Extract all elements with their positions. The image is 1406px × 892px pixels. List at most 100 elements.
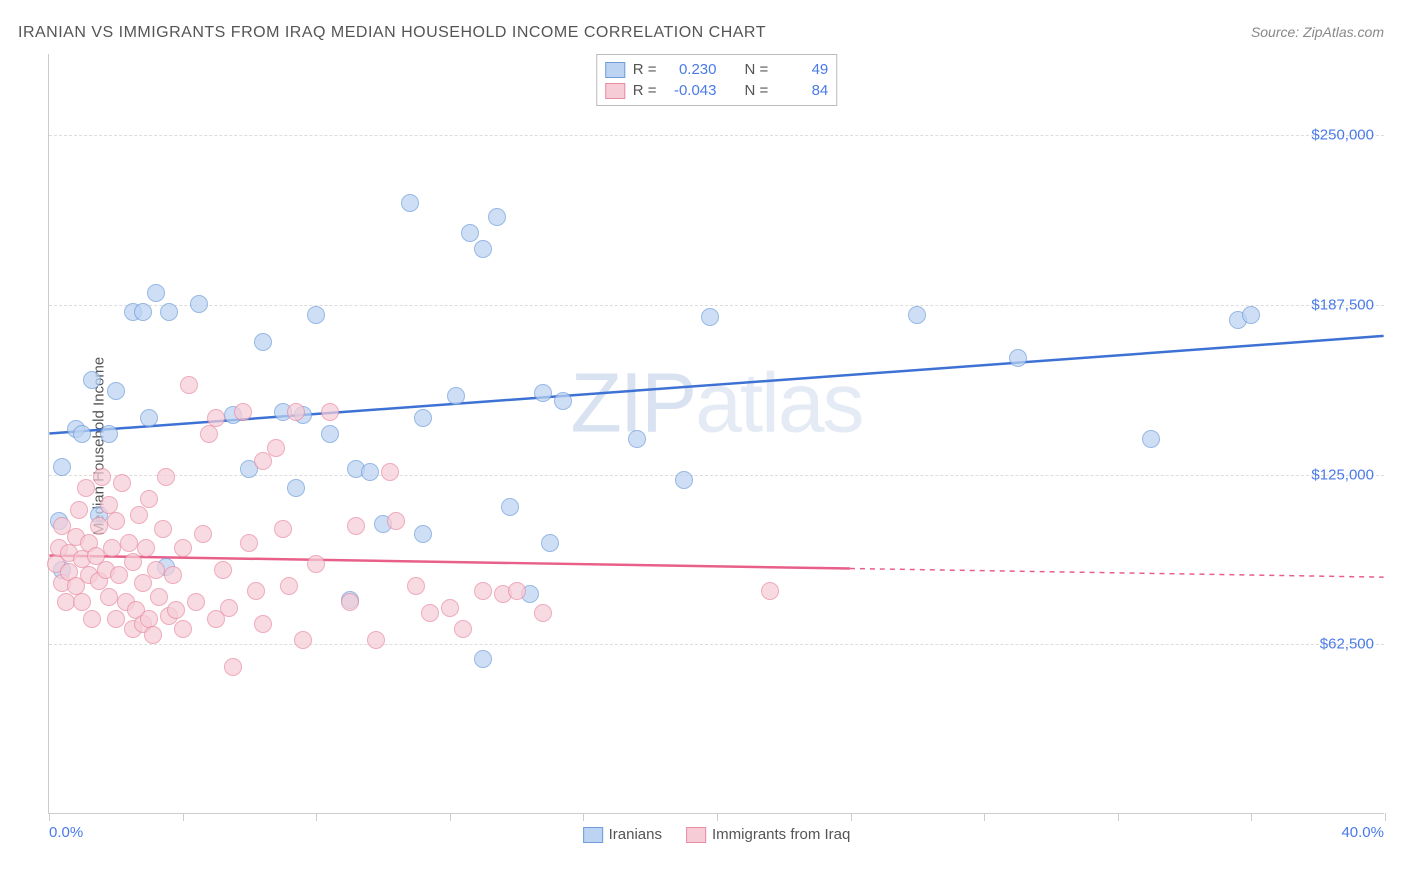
watermark-thin: atlas [695, 356, 862, 450]
x-tick [1118, 813, 1119, 821]
data-point [267, 439, 285, 457]
data-point [508, 582, 526, 600]
chart-plot-area: ZIPatlas $62,500$125,000$187,500$250,000… [48, 54, 1384, 814]
x-tick [1251, 813, 1252, 821]
data-point [110, 566, 128, 584]
data-point [401, 194, 419, 212]
x-tick [717, 813, 718, 821]
data-point [107, 512, 125, 530]
data-point [147, 284, 165, 302]
data-point [447, 387, 465, 405]
data-point [174, 539, 192, 557]
data-point [1009, 349, 1027, 367]
data-point [307, 306, 325, 324]
x-tick [1385, 813, 1386, 821]
data-point [294, 631, 312, 649]
data-point [361, 463, 379, 481]
data-point [381, 463, 399, 481]
data-point [157, 468, 175, 486]
legend-row: R =0.230N =49 [605, 59, 829, 80]
legend-r-label: R = [633, 82, 657, 99]
data-point [147, 561, 165, 579]
data-point [164, 566, 182, 584]
series-legend-item: Iranians [583, 826, 662, 843]
data-point [287, 479, 305, 497]
data-point [190, 295, 208, 313]
data-point [474, 240, 492, 258]
legend-r-label: R = [633, 61, 657, 78]
legend-swatch [605, 83, 625, 99]
data-point [287, 403, 305, 421]
x-tick [984, 813, 985, 821]
data-point [908, 306, 926, 324]
series-legend: IraniansImmigrants from Iraq [583, 826, 851, 843]
gridline [49, 135, 1384, 136]
legend-n-value: 84 [776, 82, 828, 99]
data-point [247, 582, 265, 600]
data-point [130, 506, 148, 524]
source-label: Source: ZipAtlas.com [1251, 24, 1384, 40]
data-point [160, 303, 178, 321]
x-tick [851, 813, 852, 821]
series-name: Iranians [609, 826, 662, 843]
data-point [77, 479, 95, 497]
data-point [180, 376, 198, 394]
data-point [441, 599, 459, 617]
y-tick-label: $125,000 [1311, 466, 1374, 483]
chart-title: IRANIAN VS IMMIGRANTS FROM IRAQ MEDIAN H… [18, 24, 766, 42]
data-point [134, 303, 152, 321]
data-point [200, 425, 218, 443]
gridline [49, 305, 1384, 306]
data-point [761, 582, 779, 600]
data-point [234, 403, 252, 421]
data-point [280, 577, 298, 595]
data-point [321, 403, 339, 421]
data-point [414, 409, 432, 427]
data-point [120, 534, 138, 552]
data-point [134, 574, 152, 592]
data-point [57, 593, 75, 611]
x-axis-min-label: 0.0% [49, 824, 83, 841]
data-point [461, 224, 479, 242]
data-point [701, 308, 719, 326]
data-point [307, 555, 325, 573]
legend-swatch [686, 827, 706, 843]
trend-lines-svg [49, 54, 1384, 813]
legend-row: R =-0.043N =84 [605, 80, 829, 101]
data-point [144, 626, 162, 644]
data-point [274, 520, 292, 538]
data-point [347, 517, 365, 535]
data-point [100, 425, 118, 443]
data-point [107, 610, 125, 628]
data-point [207, 409, 225, 427]
data-point [214, 561, 232, 579]
data-point [321, 425, 339, 443]
y-tick-label: $62,500 [1320, 636, 1374, 653]
data-point [140, 490, 158, 508]
data-point [387, 512, 405, 530]
data-point [107, 382, 125, 400]
data-point [254, 615, 272, 633]
data-point [554, 392, 572, 410]
data-point [124, 553, 142, 571]
data-point [534, 384, 552, 402]
data-point [103, 539, 121, 557]
data-point [70, 501, 88, 519]
data-point [675, 471, 693, 489]
data-point [167, 601, 185, 619]
data-point [254, 452, 272, 470]
x-tick [316, 813, 317, 821]
data-point [414, 525, 432, 543]
data-point [73, 593, 91, 611]
data-point [421, 604, 439, 622]
correlation-legend: R =0.230N =49R =-0.043N =84 [596, 54, 838, 106]
data-point [541, 534, 559, 552]
data-point [407, 577, 425, 595]
y-tick-label: $250,000 [1311, 127, 1374, 144]
data-point [137, 539, 155, 557]
data-point [140, 610, 158, 628]
data-point [254, 333, 272, 351]
legend-n-value: 49 [776, 61, 828, 78]
data-point [140, 409, 158, 427]
x-tick [450, 813, 451, 821]
